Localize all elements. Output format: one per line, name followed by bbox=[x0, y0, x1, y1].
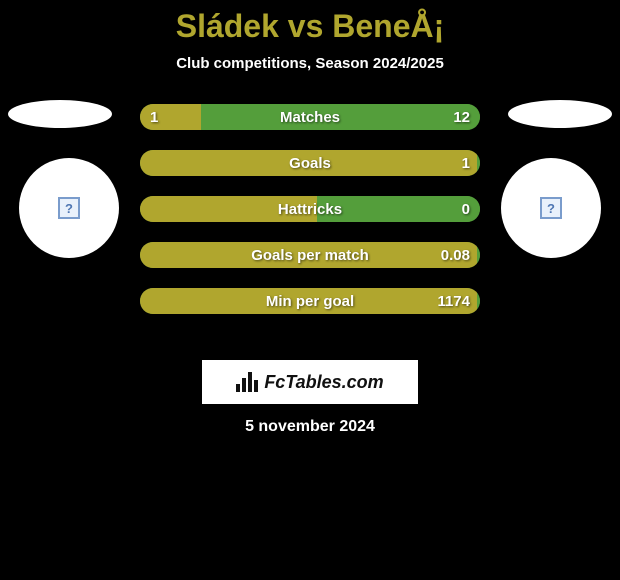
avatar-left: ? bbox=[19, 158, 119, 258]
stat-bar: 0.08Goals per match bbox=[140, 242, 480, 268]
player-right: ? bbox=[500, 100, 620, 258]
page: Sládek vs BeneÅ¡ Club competitions, Seas… bbox=[0, 0, 620, 580]
bar-label: Min per goal bbox=[140, 288, 480, 314]
bars-icon bbox=[236, 372, 258, 392]
avatar-right: ? bbox=[501, 158, 601, 258]
stat-bar: 0Hattricks bbox=[140, 196, 480, 222]
stat-bar: 112Matches bbox=[140, 104, 480, 130]
avatar-placeholder-icon: ? bbox=[540, 197, 562, 219]
source-text: FcTables.com bbox=[264, 372, 383, 393]
bar-label: Goals bbox=[140, 150, 480, 176]
page-title: Sládek vs BeneÅ¡ bbox=[0, 0, 620, 45]
subtitle: Club competitions, Season 2024/2025 bbox=[0, 55, 620, 72]
avatar-placeholder-icon: ? bbox=[58, 197, 80, 219]
main-row: ? 112Matches 1Goals 0Hattricks 0.08Goals pe… bbox=[0, 104, 620, 344]
bar-label: Goals per match bbox=[140, 242, 480, 268]
stat-bars: 112Matches 1Goals 0Hattricks 0.08Goals per … bbox=[140, 104, 480, 314]
stat-bar: 1Goals bbox=[140, 150, 480, 176]
bar-label: Hattricks bbox=[140, 196, 480, 222]
stat-bar: 1174Min per goal bbox=[140, 288, 480, 314]
source-badge: FcTables.com bbox=[202, 360, 418, 404]
player-left: ? bbox=[0, 100, 120, 258]
flag-right bbox=[508, 100, 612, 128]
flag-left bbox=[8, 100, 112, 128]
date: 5 november 2024 bbox=[0, 418, 620, 436]
bar-label: Matches bbox=[140, 104, 480, 130]
